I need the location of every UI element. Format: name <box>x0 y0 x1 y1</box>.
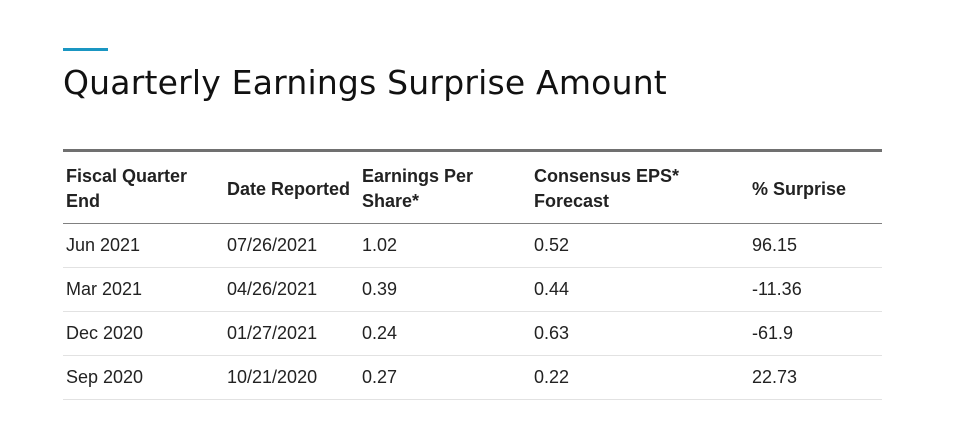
header-earnings-per-share: Earnings Per Share* <box>359 150 531 224</box>
cell-fiscal-quarter-end: Jun 2021 <box>63 223 224 268</box>
table-header-row: Fiscal Quarter End Date Reported Earning… <box>63 150 882 224</box>
cell-fiscal-quarter-end: Dec 2020 <box>63 311 224 356</box>
cell-percent-surprise: -11.36 <box>749 267 882 312</box>
cell-fiscal-quarter-end: Sep 2020 <box>63 355 224 400</box>
table-row: Sep 2020 10/21/2020 0.27 0.22 22.73 <box>63 355 882 400</box>
cell-consensus-eps-forecast: 0.44 <box>531 267 749 312</box>
table-row: Dec 2020 01/27/2021 0.24 0.63 -61.9 <box>63 311 882 356</box>
cell-earnings-per-share: 0.27 <box>359 355 531 400</box>
cell-earnings-per-share: 0.39 <box>359 267 531 312</box>
cell-percent-surprise: 22.73 <box>749 355 882 400</box>
title-accent-bar <box>63 48 108 51</box>
page-title: Quarterly Earnings Surprise Amount <box>63 63 667 102</box>
cell-consensus-eps-forecast: 0.22 <box>531 355 749 400</box>
cell-earnings-per-share: 0.24 <box>359 311 531 356</box>
header-percent-surprise: % Surprise <box>749 150 882 224</box>
earnings-table-container: Fiscal Quarter End Date Reported Earning… <box>63 149 882 400</box>
cell-date-reported: 10/21/2020 <box>224 355 359 400</box>
cell-percent-surprise: 96.15 <box>749 223 882 268</box>
cell-date-reported: 07/26/2021 <box>224 223 359 268</box>
cell-percent-surprise: -61.9 <box>749 311 882 356</box>
cell-earnings-per-share: 1.02 <box>359 223 531 268</box>
table-row: Jun 2021 07/26/2021 1.02 0.52 96.15 <box>63 223 882 268</box>
cell-consensus-eps-forecast: 0.52 <box>531 223 749 268</box>
cell-fiscal-quarter-end: Mar 2021 <box>63 267 224 312</box>
cell-consensus-eps-forecast: 0.63 <box>531 311 749 356</box>
table-row: Mar 2021 04/26/2021 0.39 0.44 -11.36 <box>63 267 882 312</box>
cell-date-reported: 04/26/2021 <box>224 267 359 312</box>
header-date-reported: Date Reported <box>224 150 359 224</box>
header-consensus-eps-forecast: Consensus EPS* Forecast <box>531 150 749 224</box>
cell-date-reported: 01/27/2021 <box>224 311 359 356</box>
earnings-surprise-table: Fiscal Quarter End Date Reported Earning… <box>63 149 882 400</box>
header-fiscal-quarter-end: Fiscal Quarter End <box>63 150 224 224</box>
